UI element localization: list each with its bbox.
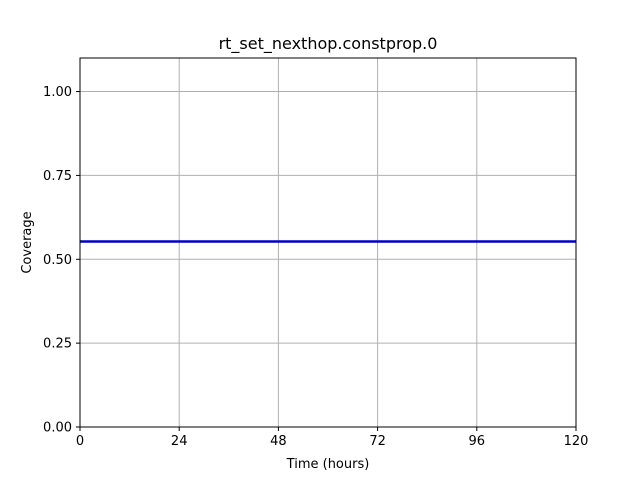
x-axis-label: Time (hours): [286, 457, 370, 472]
y-tick-label: 0.75: [43, 169, 72, 184]
y-tick-label: 0.50: [43, 253, 72, 268]
x-tick-label: 0: [76, 434, 84, 449]
x-tick-label: 24: [171, 434, 188, 449]
tick-marks: [76, 91, 577, 431]
x-tick-label: 120: [564, 434, 589, 449]
y-axis-label: Coverage: [20, 211, 35, 273]
y-tick-label: 0.00: [43, 421, 72, 436]
y-tick-labels: 0.00 0.25 0.50 0.75 1.00: [43, 85, 72, 435]
x-tick-label: 48: [270, 434, 287, 449]
x-tick-label: 72: [369, 434, 386, 449]
plot-frame: [79, 57, 577, 428]
x-tick-labels: 0 24 48 72 96 120: [76, 434, 589, 449]
y-tick-label: 0.25: [43, 337, 72, 352]
x-tick-label: 96: [469, 434, 486, 449]
chart-title: rt_set_nexthop.constprop.0: [219, 34, 438, 54]
y-tick-label: 1.00: [43, 85, 72, 100]
